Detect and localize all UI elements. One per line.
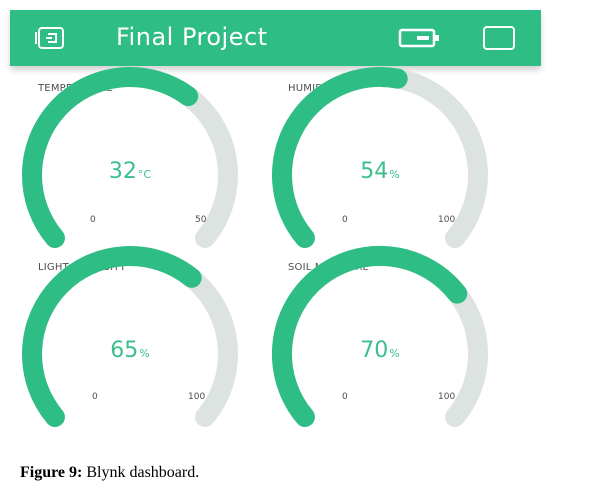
gauge-max: 50 <box>195 215 207 225</box>
gauge-widget-light-intensity: LIGHT INTENSITY 65% 0 100 <box>10 246 250 427</box>
battery-icon[interactable] <box>398 26 442 50</box>
gauge-max: 100 <box>438 392 456 402</box>
gauge-max: 100 <box>438 215 456 225</box>
gauge-widget-soil-moisture: SOIL MOISTURE 70% 0 100 <box>260 245 500 427</box>
gauge-max: 100 <box>188 392 206 402</box>
app-header: Final Project <box>10 10 541 66</box>
gauge-fill <box>271 245 468 427</box>
figure-number: Figure 9: <box>20 464 83 481</box>
gauge-value: 65% <box>10 338 250 363</box>
device-icon[interactable] <box>34 26 68 50</box>
gauge-widget-temperature: TEMPERATURE 32°C 0 50 <box>10 67 250 248</box>
gauge-value-number: 70 <box>360 338 389 363</box>
gauge-min: 0 <box>342 392 348 402</box>
gauge-arc-svg <box>272 67 488 248</box>
gauge-unit: % <box>389 168 400 181</box>
gauge-value-number: 65 <box>110 338 139 363</box>
gauge-arc-svg <box>22 67 238 248</box>
gauge-min: 0 <box>92 392 98 402</box>
gauge-value: 32°C <box>10 159 250 184</box>
gauge-arc-svg <box>271 245 488 427</box>
gauge-arc-svg <box>22 246 238 427</box>
figure-caption-text: Blynk dashboard. <box>82 464 200 481</box>
gauge-fill <box>22 246 202 427</box>
gauge-value-number: 54 <box>360 159 389 184</box>
gauge-value-number: 32 <box>108 159 137 184</box>
gauge-fill <box>22 67 199 248</box>
gauge-min: 0 <box>342 215 348 225</box>
gauge-label: HUMIDITY <box>288 83 339 94</box>
gauge-unit: % <box>389 347 400 360</box>
gauge-unit: °C <box>137 168 152 181</box>
gauge-value: 70% <box>260 338 500 363</box>
figure-caption: Figure 9: Blynk dashboard. <box>20 464 199 482</box>
gauge-value: 54% <box>260 159 500 184</box>
app-title: Final Project <box>116 23 268 51</box>
gauge-min: 0 <box>90 215 96 225</box>
square-icon[interactable] <box>482 26 516 50</box>
gauge-widget-humidity: HUMIDITY 54% 0 100 <box>260 67 500 248</box>
gauge-unit: % <box>139 347 150 360</box>
gauge-fill <box>272 67 408 248</box>
